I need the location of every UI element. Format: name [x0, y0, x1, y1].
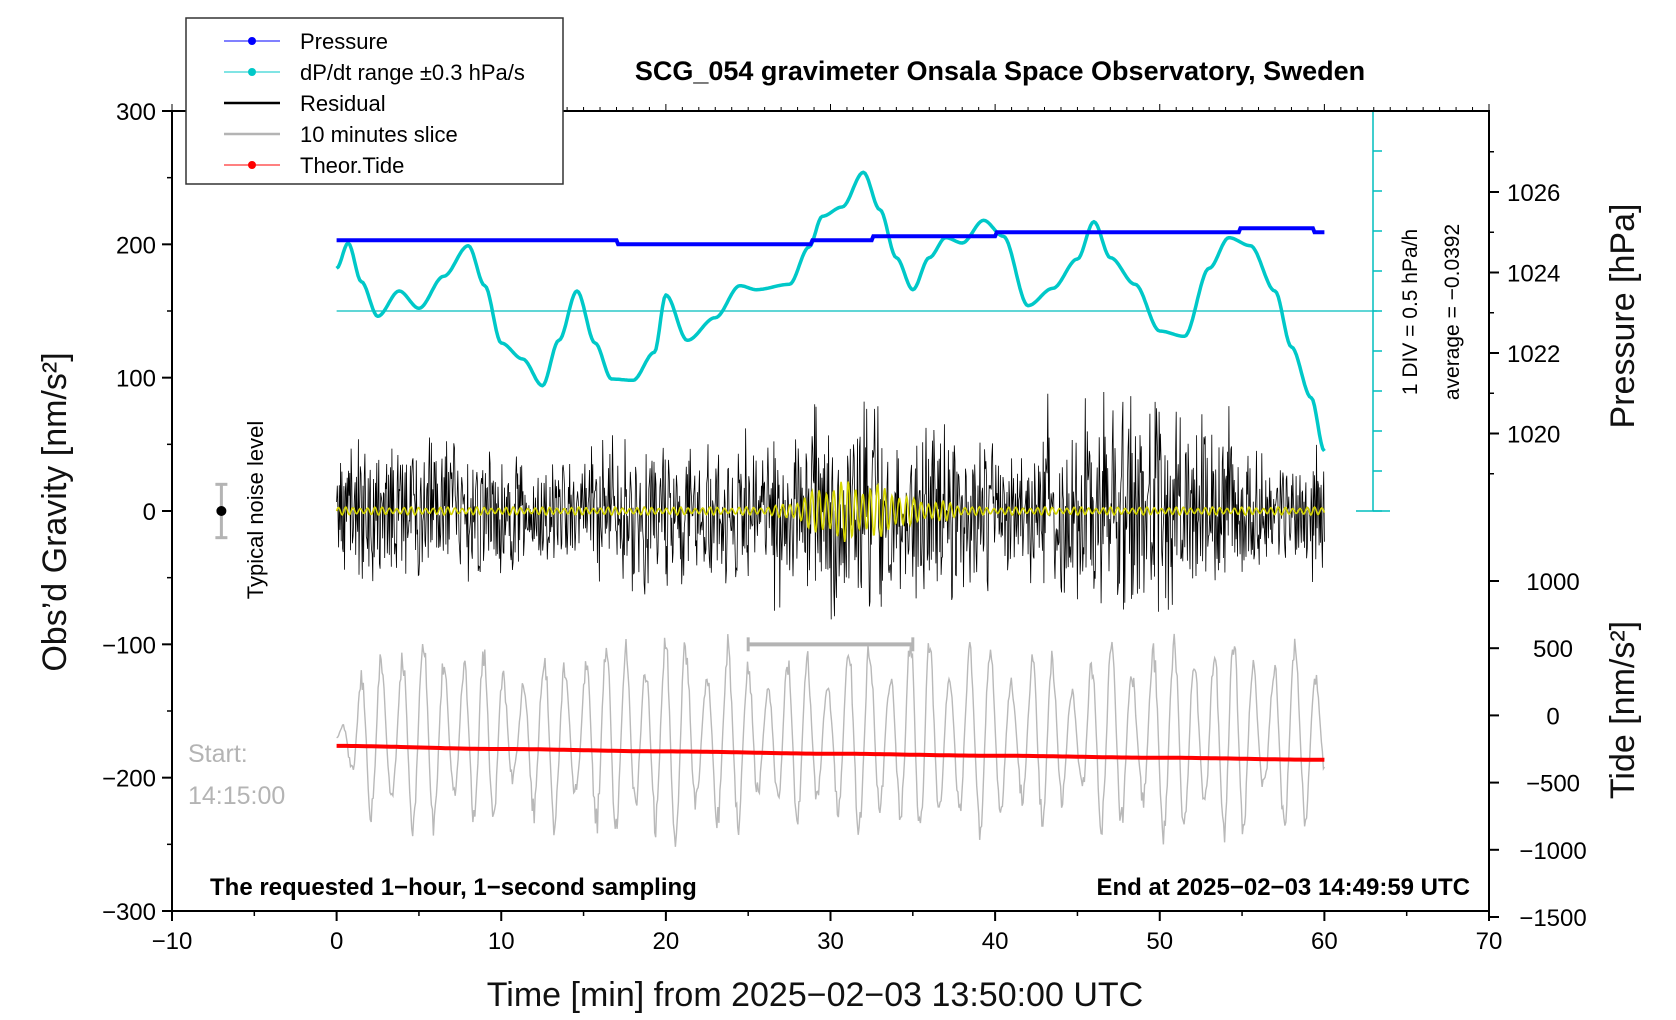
pressure-series [336, 226, 1325, 247]
legend-label: 10 minutes slice [300, 122, 458, 147]
legend-label: Residual [300, 91, 386, 116]
y-axis-label-gravity: Obs’d Gravity [nm/s²] [36, 352, 74, 671]
slice-series [336, 633, 1326, 847]
tide-tick-label: −1500 [1519, 905, 1586, 932]
average-label: average = −0.0392 [1441, 224, 1464, 400]
y-tick-label: −200 [102, 766, 156, 793]
tide-tick-label: 1000 [1526, 569, 1579, 596]
y-tick-label: 200 [116, 232, 156, 259]
start-time: 14:15:00 [188, 782, 285, 810]
chart-title: SCG_054 gravimeter Onsala Space Observat… [635, 56, 1365, 86]
footer-right: End at 2025−02−03 14:49:59 UTC [1096, 874, 1470, 901]
x-tick-label: 0 [330, 928, 343, 955]
x-tick-label: −10 [152, 928, 193, 955]
div-label: 1 DIV = 0.5 hPa/h [1399, 229, 1422, 395]
dpdt-series [335, 170, 1326, 453]
legend-box [185, 17, 564, 185]
y-axis-label-pressure: Pressure [hPa] [1604, 204, 1642, 429]
tide-tick-label: −1000 [1519, 838, 1586, 865]
y-tick-label: −100 [102, 632, 156, 659]
noise-level-label: Typical noise level [243, 421, 268, 600]
legend-label: Pressure [300, 29, 388, 54]
y-tick-label: 0 [143, 499, 156, 526]
tide-series [336, 743, 1325, 762]
x-tick-label: 50 [1146, 928, 1173, 955]
pressure-tick-label: 1024 [1507, 261, 1560, 288]
y-tick-label: −300 [102, 899, 156, 926]
x-tick-label: 30 [817, 928, 844, 955]
tide-tick-label: 500 [1533, 636, 1573, 663]
tide-tick-label: 0 [1546, 703, 1559, 730]
legend-label: dP/dt range ±0.3 hPa/s [300, 60, 525, 85]
residual-series [336, 391, 1325, 620]
pressure-tick-label: 1020 [1507, 422, 1560, 449]
y-tick-label: 300 [116, 99, 156, 126]
legend-marker [248, 161, 256, 169]
legend-marker [248, 68, 256, 76]
x-tick-label: 40 [982, 928, 1009, 955]
y-tick-label: 100 [116, 366, 156, 393]
x-tick-label: 70 [1476, 928, 1503, 955]
pressure-tick-label: 1026 [1507, 180, 1560, 207]
legend-marker [248, 37, 256, 45]
footer-left: The requested 1−hour, 1−second sampling [210, 874, 697, 901]
y-axis-label-tide: Tide [nm/s²] [1604, 621, 1642, 799]
tide-tick-label: −500 [1526, 771, 1580, 798]
filtered-residual-series [335, 481, 1326, 543]
axes-layer: −10 0 10 20 30 40 50 60 703002001000−100−200−300… [102, 99, 1587, 955]
start-label: Start: [188, 740, 248, 768]
x-tick-label: 20 [653, 928, 680, 955]
pressure-tick-label: 1022 [1507, 341, 1560, 368]
legend-label: Theor.Tide [300, 153, 404, 178]
x-tick-label: 10 [488, 928, 515, 955]
x-axis-label: Time [min] from 2025−02−03 13:50:00 UTC [487, 976, 1143, 1014]
noise-point [216, 506, 227, 516]
x-tick-label: 60 [1311, 928, 1338, 955]
legend: Pressure dP/dt range ±0.3 hPa/s Residual 10… [185, 17, 564, 185]
data-layer [335, 170, 1378, 847]
